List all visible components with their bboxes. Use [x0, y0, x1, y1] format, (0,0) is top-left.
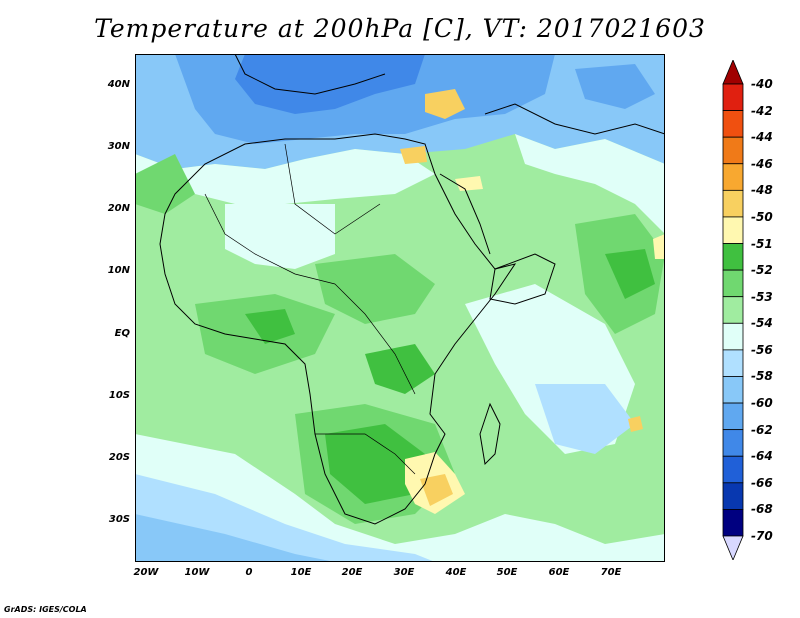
- temperature-map: [135, 54, 665, 562]
- lon-label: 10W: [184, 567, 210, 578]
- lat-label: 40N: [107, 79, 130, 90]
- colorbar-tick-label: -42: [751, 103, 773, 118]
- lat-label: 30N: [107, 141, 130, 152]
- colorbar-swatch: [722, 455, 744, 484]
- lat-label: 20N: [107, 203, 130, 214]
- colorbar-swatch: [722, 429, 744, 457]
- colorbar-swatch: [722, 189, 744, 218]
- lon-label: 70E: [600, 567, 622, 578]
- lat-label: 30S: [108, 514, 130, 525]
- colorbar-swatch: [722, 269, 744, 298]
- lon-label: 50E: [496, 567, 518, 578]
- lon-label: 0: [245, 567, 253, 578]
- colorbar-tick-label: -52: [751, 263, 773, 278]
- colorbar-tick-label: -60: [751, 396, 773, 411]
- lat-label: 20S: [108, 452, 130, 463]
- colorbar-tick-label: -40: [751, 77, 773, 91]
- colorbar-swatch: [722, 136, 744, 165]
- colorbar-top-arrow: [722, 60, 744, 85]
- colorbar-tick-label: -66: [751, 475, 773, 490]
- colorbar-tick-label: -62: [751, 422, 773, 437]
- colorbar-tick-label: -68: [751, 502, 773, 517]
- credit-text: GrADS: IGES/COLA: [4, 605, 87, 614]
- colorbar-tick-label: -54: [751, 316, 773, 331]
- colorbar-swatch: [722, 83, 744, 111]
- colorbar: [722, 60, 744, 560]
- colorbar-tick-label: -70: [751, 529, 773, 543]
- lon-label: 40E: [445, 567, 467, 578]
- colorbar-tick-label: -50: [751, 209, 773, 224]
- colorbar-swatch: [722, 322, 744, 351]
- lon-label: 30E: [393, 567, 415, 578]
- colorbar-tick-label: -51: [751, 236, 773, 251]
- colorbar-tick-label: -56: [751, 342, 773, 357]
- lat-label: 10S: [108, 390, 130, 401]
- map-title: Temperature at 200hPa [C], VT: 201702160…: [94, 14, 706, 43]
- colorbar-swatch: [722, 482, 744, 510]
- colorbar-tick-label: -58: [751, 369, 773, 384]
- lon-label: 10E: [290, 567, 312, 578]
- lat-label: 10N: [107, 265, 130, 276]
- colorbar-tick-label: -53: [751, 289, 773, 304]
- lon-label: 20W: [133, 567, 159, 578]
- colorbar-swatch: [722, 163, 744, 191]
- colorbar-swatch: [722, 349, 744, 377]
- colorbar-swatch: [722, 402, 744, 431]
- colorbar-tick-label: -64: [751, 449, 773, 464]
- lon-label: 60E: [548, 567, 570, 578]
- colorbar-tick-label: -44: [751, 130, 773, 145]
- colorbar-swatch: [722, 509, 744, 537]
- colorbar-swatch: [722, 296, 744, 324]
- map-frame: [135, 54, 665, 562]
- colorbar-swatch: [722, 216, 744, 244]
- colorbar-swatch: [722, 110, 744, 138]
- colorbar-swatch: [722, 243, 744, 271]
- colorbar-swatch: [722, 376, 744, 404]
- colorbar-tick-label: -46: [751, 156, 773, 171]
- colorbar-tick-label: -48: [751, 183, 773, 198]
- lat-label: EQ: [114, 328, 130, 339]
- colorbar-bottom-arrow: [722, 535, 744, 560]
- lon-label: 20E: [341, 567, 363, 578]
